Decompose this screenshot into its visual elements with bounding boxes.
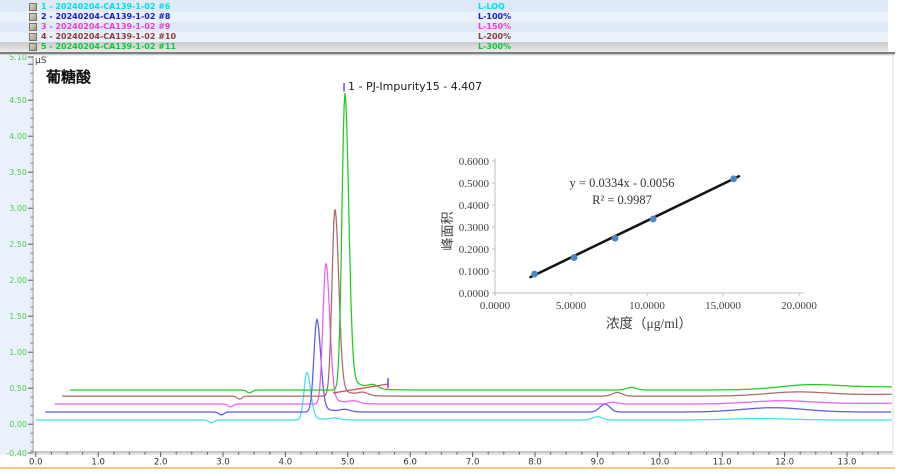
trace-L-LOQ bbox=[35, 371, 892, 424]
data-point bbox=[730, 175, 738, 183]
trend-line bbox=[529, 175, 741, 279]
y-tick-label: 5.10 bbox=[9, 53, 27, 62]
y-axis-gutter bbox=[0, 55, 31, 455]
legend-row-3[interactable]: 3 - 20240204-CA139-1-02 #9 L-150% bbox=[0, 22, 888, 32]
y-tick-label: 3.50 bbox=[9, 168, 27, 177]
r-squared-text: R² = 0.9987 bbox=[592, 193, 652, 207]
x-tick-label: 9.0 bbox=[591, 458, 605, 468]
inset-y-tick-label: 0.6000 bbox=[459, 156, 490, 168]
y-tick-label: 4.50 bbox=[9, 96, 27, 105]
trace-L-150% bbox=[54, 263, 892, 408]
inset-x-tick-label: 20.0000 bbox=[781, 300, 817, 312]
data-point bbox=[611, 234, 619, 242]
x-tick-label: 4.0 bbox=[279, 458, 293, 468]
legend-panel: 1 - 20240204-CA139-1-02 #6 L-LOQ 2 - 20240… bbox=[0, 0, 888, 53]
inset-y-tick-label: 0.4000 bbox=[459, 200, 490, 212]
legend-sample-name: 1 - 20240204-CA139-1-02 #6 bbox=[41, 2, 171, 11]
inset-x-tick-label: 0.0000 bbox=[480, 300, 511, 312]
x-tick-label: 11.0 bbox=[713, 458, 732, 468]
legend-level-label: L-LOQ bbox=[478, 2, 505, 11]
x-tick-label: 7.0 bbox=[466, 458, 480, 468]
legend-sample-name: 5 - 20240204-CA139-1-02 #11 bbox=[41, 42, 177, 51]
x-tick-label: 8.0 bbox=[528, 458, 542, 468]
y-tick-label: 0.00 bbox=[9, 420, 27, 429]
chromatogram-icon bbox=[29, 33, 37, 41]
x-tick-label: 13.0 bbox=[838, 458, 857, 468]
inset-y-tick-label: 0.2000 bbox=[459, 244, 490, 256]
chart-title: 葡糖酸 bbox=[46, 68, 92, 86]
x-tick-label: 3.0 bbox=[216, 458, 230, 468]
y-tick-label: 1.00 bbox=[9, 348, 27, 357]
legend-row-2[interactable]: 2 - 20240204-CA139-1-02 #8 L-100% bbox=[0, 12, 888, 22]
inset-y-tick-label: 0.5000 bbox=[459, 178, 490, 190]
x-tick-label: 5.0 bbox=[341, 458, 355, 468]
y-tick-label: 2.00 bbox=[9, 276, 27, 285]
inset-x-tick-label: 10.0000 bbox=[629, 300, 665, 312]
legend-row-4[interactable]: 4 - 20240204-CA139-1-02 #10 L-200% bbox=[0, 32, 888, 42]
trace-L-200% bbox=[62, 209, 892, 400]
bottom-pane-edge bbox=[0, 467, 895, 469]
data-point bbox=[570, 254, 578, 261]
legend-sample-name: 4 - 20240204-CA139-1-02 #10 bbox=[41, 32, 177, 41]
legend-level-label: L-100% bbox=[478, 12, 512, 21]
legend-level-label: L-200% bbox=[478, 32, 512, 41]
integration-baseline bbox=[332, 383, 389, 394]
equation-text: y = 0.0334x - 0.0056 bbox=[570, 176, 675, 190]
data-point bbox=[649, 215, 657, 223]
y-axis-unit: µS bbox=[35, 56, 47, 66]
x-tick-label: 2.0 bbox=[154, 458, 168, 468]
y-tick-label: 2.50 bbox=[9, 240, 27, 249]
inset-y-tick-label: 0.3000 bbox=[459, 222, 490, 234]
legend-sample-name: 3 - 20240204-CA139-1-02 #9 bbox=[41, 22, 171, 31]
legend-row-1[interactable]: 1 - 20240204-CA139-1-02 #6 L-LOQ bbox=[0, 2, 888, 12]
y-tick-label: 4.00 bbox=[9, 132, 27, 141]
y-tick-label: 1.50 bbox=[9, 312, 27, 321]
calibration-inset: 0.0000 5.0000 10.0000 15.0000 20.0000 0.0000 0… bbox=[438, 146, 818, 338]
calibration-plot: 0.0000 5.0000 10.0000 15.0000 20.0000 0.0000 0… bbox=[440, 156, 817, 331]
legend-sample-name: 2 - 20240204-CA139-1-02 #8 bbox=[41, 12, 171, 21]
inset-x-axis-title: 浓度（μg/ml） bbox=[606, 316, 692, 331]
chromatogram-icon bbox=[29, 13, 37, 21]
legend-separator bbox=[0, 52, 895, 55]
peak-annotation: 1 - PJ-Impurity15 - 4.407 bbox=[348, 80, 483, 93]
inset-y-tick-label: 0.0000 bbox=[459, 288, 490, 300]
x-tick-label: 1.0 bbox=[91, 458, 105, 468]
y-tick-label: 3.00 bbox=[9, 204, 27, 213]
legend-level-label: L-300% bbox=[478, 42, 512, 51]
trace-L-300% bbox=[70, 92, 892, 394]
chromatogram-icon bbox=[29, 43, 37, 51]
x-tick-label: 6.0 bbox=[403, 458, 417, 468]
data-point bbox=[531, 270, 538, 278]
trace-L-100% bbox=[45, 318, 892, 416]
chromatogram-icon bbox=[29, 3, 37, 11]
y-tick-label: 0.50 bbox=[9, 384, 27, 393]
y-tick-label: -0.40 bbox=[6, 449, 27, 458]
inset-x-tick-label: 5.0000 bbox=[556, 300, 587, 312]
inset-y-tick-label: 0.1000 bbox=[459, 266, 490, 278]
x-tick-label: 12.0 bbox=[775, 458, 794, 468]
inset-y-axis-title: 峰面积 bbox=[440, 211, 455, 250]
legend-level-label: L-150% bbox=[478, 22, 512, 31]
inset-x-tick-label: 15.0000 bbox=[705, 300, 741, 312]
chromatogram-icon bbox=[29, 23, 37, 31]
x-tick-label: 10.0 bbox=[650, 458, 669, 468]
x-tick-label: 0.0 bbox=[29, 458, 43, 468]
